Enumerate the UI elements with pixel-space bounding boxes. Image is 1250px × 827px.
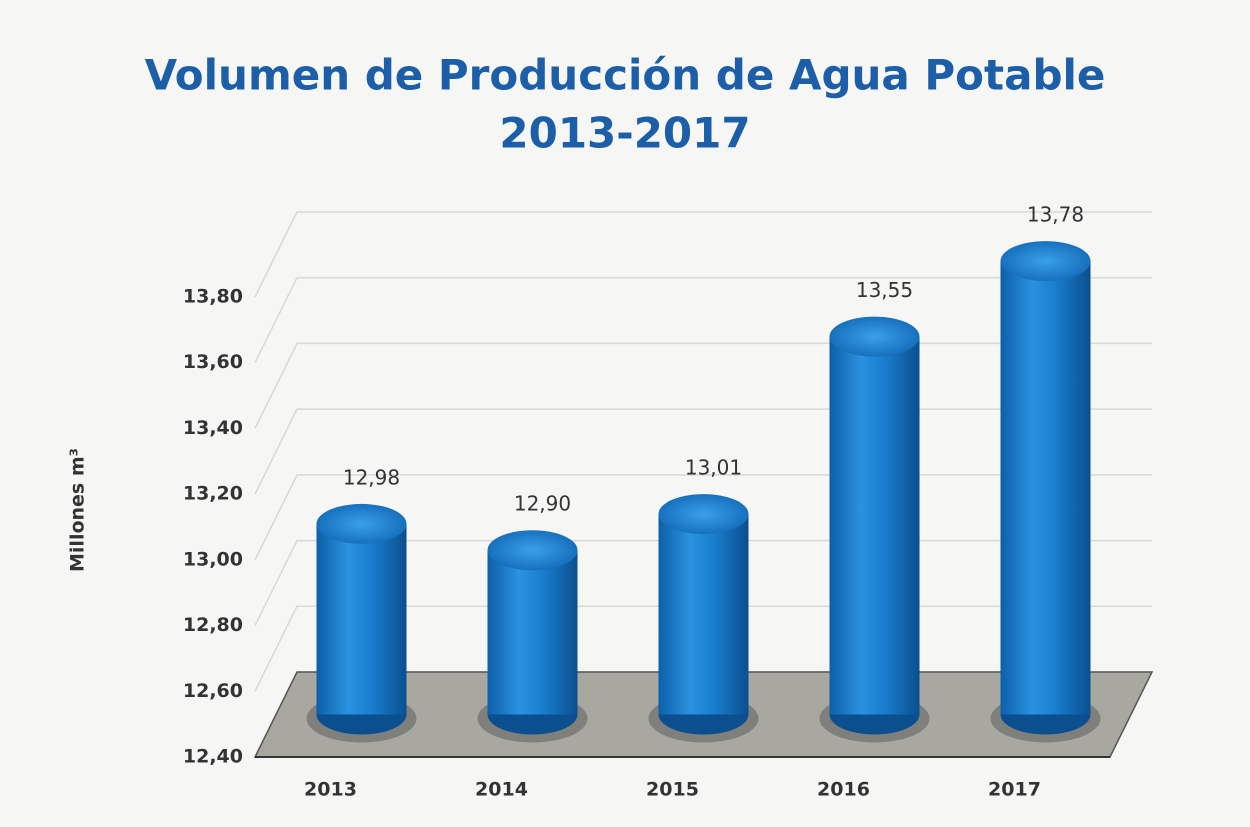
y-tick-label: 13,40 xyxy=(183,417,243,439)
y-tick-label: 12,60 xyxy=(183,680,243,702)
x-tick-label: 2015 xyxy=(646,779,699,801)
bar xyxy=(829,336,920,715)
grid-line xyxy=(254,211,1152,298)
value-label: 13,78 xyxy=(1027,203,1084,227)
bar-top xyxy=(487,530,578,571)
x-tick-label: 2014 xyxy=(475,779,528,801)
y-tick-label: 12,40 xyxy=(183,746,243,768)
y-tick-label: 13,60 xyxy=(183,351,243,373)
y-axis-label: Millones m³ xyxy=(67,448,89,572)
chart-title: 2013-2017 xyxy=(499,109,750,158)
bar xyxy=(487,550,578,715)
bar-top xyxy=(1000,241,1091,282)
chart-title: Volumen de Producción de Agua Potable xyxy=(145,51,1106,100)
value-label: 13,55 xyxy=(856,278,913,302)
bar-top xyxy=(316,503,407,544)
x-tick-label: 2017 xyxy=(988,779,1041,801)
y-tick-label: 13,80 xyxy=(183,286,243,308)
y-tick-label: 12,80 xyxy=(183,614,243,636)
value-label: 12,90 xyxy=(514,492,571,516)
value-label: 13,01 xyxy=(685,456,742,480)
bar-top xyxy=(658,494,749,535)
bar-top xyxy=(829,316,920,357)
bar xyxy=(316,523,407,715)
x-tick-label: 2016 xyxy=(817,779,870,801)
y-tick-label: 13,20 xyxy=(183,483,243,505)
y-tick-label: 13,00 xyxy=(183,548,243,570)
grid-line xyxy=(254,276,1152,364)
bar xyxy=(1000,261,1091,715)
bar xyxy=(658,514,749,715)
x-tick-label: 2013 xyxy=(304,779,357,801)
value-label: 12,98 xyxy=(343,465,400,489)
